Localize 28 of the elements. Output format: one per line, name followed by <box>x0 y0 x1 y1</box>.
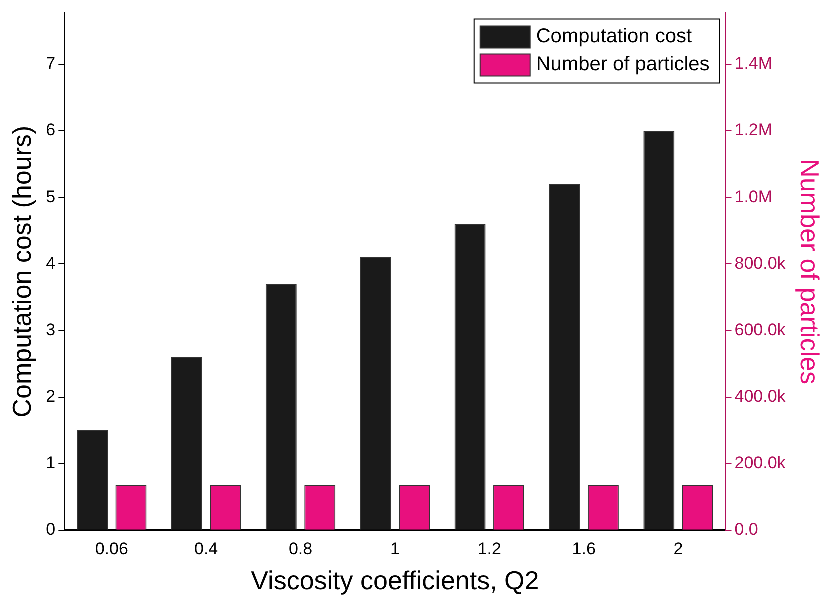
y2-tick-label: 200.0k <box>734 454 786 473</box>
y-tick-label: 1 <box>46 454 56 473</box>
x-tick-label: 1.2 <box>478 539 502 558</box>
y-tick-label: 0 <box>46 520 56 540</box>
x-tick-label: 1.6 <box>572 539 596 558</box>
y2-axis-title: Number of particles <box>795 159 826 385</box>
y2-tick-label: 1.4M <box>734 54 773 74</box>
x-axis-title: Viscosity coefficients, Q2 <box>251 566 540 596</box>
y-tick-label: 7 <box>46 54 56 74</box>
y-tick-label: 5 <box>46 187 56 206</box>
y2-tick-label: 800.0k <box>734 254 786 273</box>
x-tick-label: 1 <box>390 539 400 558</box>
y2-tick-label: 400.0k <box>734 386 786 406</box>
y-tick-label: 6 <box>46 120 56 140</box>
legend-label: Number of particles <box>536 54 710 76</box>
y2-tick-label: 1.0M <box>734 187 773 206</box>
y-tick-label: 3 <box>46 320 56 340</box>
y-axis-title: Computation cost (hours) <box>6 126 37 418</box>
y2-tick-label: 600.0k <box>734 320 786 340</box>
y2-tick-label: 0.0 <box>734 520 758 540</box>
y-tick-label: 4 <box>46 254 56 273</box>
x-tick-label: 0.06 <box>95 539 128 558</box>
y-tick-label: 2 <box>46 386 56 406</box>
x-tick-label: 2 <box>674 539 684 558</box>
x-tick-label: 0.8 <box>288 539 313 558</box>
x-tick-label: 0.4 <box>194 539 218 558</box>
legend-label: Computation cost <box>536 26 692 48</box>
y2-tick-label: 1.2M <box>734 120 773 140</box>
